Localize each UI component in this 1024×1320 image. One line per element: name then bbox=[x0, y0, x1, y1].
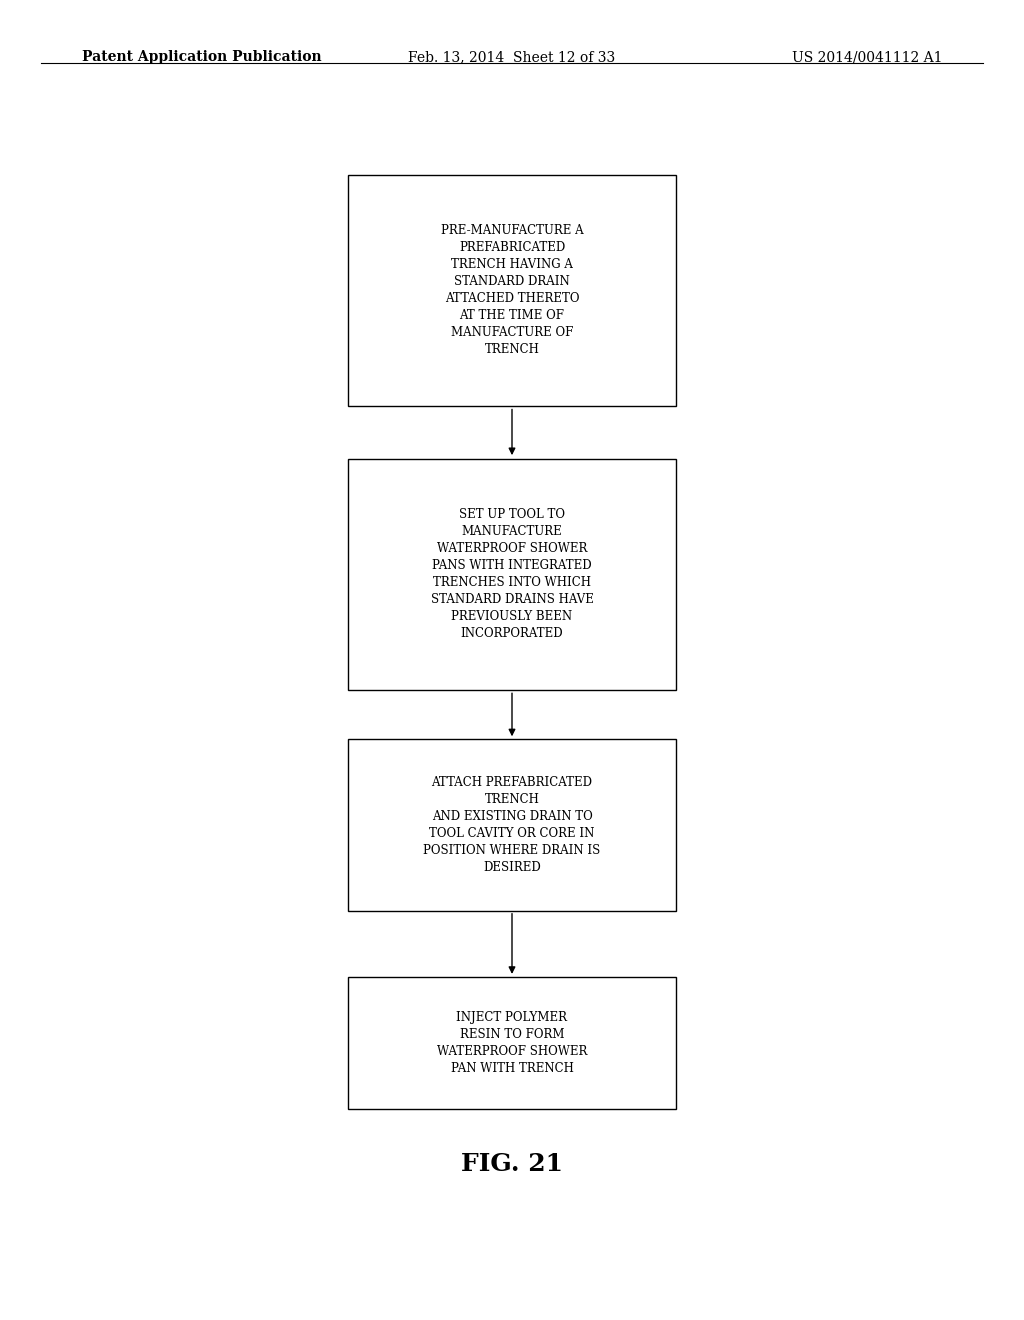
Text: Patent Application Publication: Patent Application Publication bbox=[82, 50, 322, 65]
Text: Feb. 13, 2014  Sheet 12 of 33: Feb. 13, 2014 Sheet 12 of 33 bbox=[409, 50, 615, 65]
Text: ATTACH PREFABRICATED
TRENCH
AND EXISTING DRAIN TO
TOOL CAVITY OR CORE IN
POSITIO: ATTACH PREFABRICATED TRENCH AND EXISTING… bbox=[423, 776, 601, 874]
FancyBboxPatch shape bbox=[348, 459, 676, 689]
Text: FIG. 21: FIG. 21 bbox=[461, 1152, 563, 1176]
Text: SET UP TOOL TO
MANUFACTURE
WATERPROOF SHOWER
PANS WITH INTEGRATED
TRENCHES INTO : SET UP TOOL TO MANUFACTURE WATERPROOF SH… bbox=[430, 508, 594, 640]
FancyBboxPatch shape bbox=[348, 977, 676, 1109]
FancyBboxPatch shape bbox=[348, 739, 676, 911]
Text: PRE-MANUFACTURE A
PREFABRICATED
TRENCH HAVING A
STANDARD DRAIN
ATTACHED THERETO
: PRE-MANUFACTURE A PREFABRICATED TRENCH H… bbox=[440, 224, 584, 356]
Text: US 2014/0041112 A1: US 2014/0041112 A1 bbox=[792, 50, 942, 65]
Text: INJECT POLYMER
RESIN TO FORM
WATERPROOF SHOWER
PAN WITH TRENCH: INJECT POLYMER RESIN TO FORM WATERPROOF … bbox=[437, 1011, 587, 1074]
FancyBboxPatch shape bbox=[348, 176, 676, 407]
